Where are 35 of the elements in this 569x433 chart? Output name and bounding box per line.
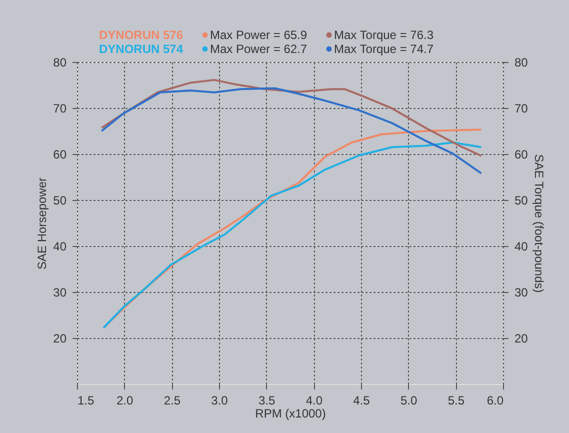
legend-label: Max Torque = 76.3 xyxy=(334,28,434,42)
x-tick-label: 2.5 xyxy=(164,394,181,408)
y2-tick-label: 60 xyxy=(514,148,528,162)
x-tick-label: 6.0 xyxy=(486,394,504,408)
x-tick-label: 3.0 xyxy=(211,394,228,408)
x-tick-label: 4.0 xyxy=(306,394,323,408)
y-tick-label: 80 xyxy=(53,56,67,70)
y2-axis-title: SAE Torque (foot-pounds) xyxy=(532,154,546,293)
text: DYNORUN 576 xyxy=(99,28,184,42)
line-series xyxy=(100,78,482,157)
y2-tick-label: 30 xyxy=(514,286,528,300)
y-tick-label: 50 xyxy=(53,194,67,208)
x-tick-label: 4.5 xyxy=(353,394,370,408)
x-tick-label: 2.0 xyxy=(116,394,134,408)
x-tick-label: 1.5 xyxy=(78,394,95,408)
y2-tick-label: 70 xyxy=(514,102,528,116)
y2-tick-label: 80 xyxy=(514,56,528,70)
y-tick-label: 70 xyxy=(53,102,67,116)
legend-label: Max Power = 62.7 xyxy=(210,42,308,56)
y2-tick-label: 20 xyxy=(514,332,528,346)
y-tick-label: 20 xyxy=(53,332,67,346)
y-tick-label: 60 xyxy=(53,148,67,162)
y2-tick-label: 40 xyxy=(514,240,528,254)
line-series xyxy=(100,87,482,174)
x-tick-label: 5.5 xyxy=(448,394,465,408)
x-tick-label: 5.0 xyxy=(400,394,418,408)
legend-label: Max Power = 65.9 xyxy=(210,28,308,42)
y-tick-label: 40 xyxy=(53,240,67,254)
x-axis-title: RPM (x1000) xyxy=(255,406,326,420)
y2-tick-label: 50 xyxy=(514,194,528,208)
y-axis-title: SAE Horsepower xyxy=(35,177,50,270)
text: DYNORUN 574 xyxy=(99,42,184,56)
legend-label: Max Torque = 74.7 xyxy=(334,42,434,56)
x-tick-label: 3.5 xyxy=(258,394,276,408)
y-tick-label: 30 xyxy=(53,286,67,300)
